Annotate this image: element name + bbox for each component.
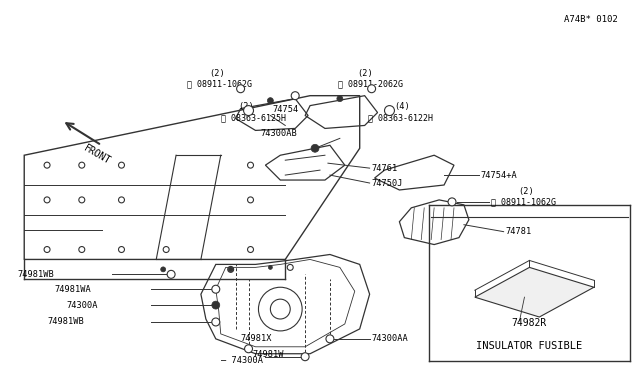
Text: 74750J: 74750J	[372, 179, 403, 187]
Circle shape	[118, 197, 124, 203]
Circle shape	[167, 270, 175, 278]
Circle shape	[79, 197, 84, 203]
Circle shape	[448, 198, 456, 206]
Circle shape	[248, 162, 253, 168]
Text: Ⓝ 08911-1062G: Ⓝ 08911-1062G	[187, 79, 252, 88]
Text: 74981WA: 74981WA	[54, 285, 91, 294]
Text: 74300A: 74300A	[67, 301, 99, 310]
Circle shape	[212, 318, 220, 326]
Circle shape	[311, 144, 319, 152]
Text: 74754+A: 74754+A	[481, 171, 518, 180]
Text: 74300AB: 74300AB	[260, 129, 297, 138]
Circle shape	[259, 287, 302, 331]
Circle shape	[301, 353, 309, 361]
Text: A74B* 0102: A74B* 0102	[564, 15, 618, 24]
Circle shape	[161, 267, 166, 272]
Circle shape	[326, 335, 334, 343]
Circle shape	[118, 247, 124, 253]
Circle shape	[337, 96, 343, 102]
Text: 74754: 74754	[273, 105, 299, 114]
Polygon shape	[475, 267, 594, 317]
Text: 74981X: 74981X	[241, 334, 272, 343]
Text: (2): (2)	[358, 69, 374, 78]
Text: Ⓝ 08911-2062G: Ⓝ 08911-2062G	[338, 79, 403, 88]
Circle shape	[212, 301, 220, 309]
Circle shape	[237, 85, 244, 93]
Circle shape	[367, 85, 376, 93]
Circle shape	[270, 299, 290, 319]
Circle shape	[118, 162, 124, 168]
Circle shape	[79, 247, 84, 253]
Text: 74981W: 74981W	[253, 350, 284, 359]
Text: Ⓢ 08363-6122H: Ⓢ 08363-6122H	[367, 113, 433, 122]
Text: — 74300A: — 74300A	[221, 356, 263, 365]
Circle shape	[385, 106, 394, 116]
Circle shape	[268, 265, 273, 269]
Circle shape	[268, 98, 273, 104]
Text: (4): (4)	[394, 102, 410, 111]
Text: 74982R: 74982R	[512, 318, 547, 328]
Circle shape	[248, 197, 253, 203]
Circle shape	[228, 266, 234, 272]
Text: INSULATOR FUSIBLE: INSULATOR FUSIBLE	[476, 341, 582, 351]
Circle shape	[244, 106, 253, 116]
Circle shape	[228, 267, 233, 272]
Circle shape	[79, 162, 84, 168]
Text: 74300AA: 74300AA	[372, 334, 408, 343]
Circle shape	[44, 247, 50, 253]
Text: 74781: 74781	[506, 227, 532, 236]
Text: Ⓝ 08911-1062G: Ⓝ 08911-1062G	[491, 198, 556, 206]
Text: 74981WB: 74981WB	[17, 270, 54, 279]
Circle shape	[212, 285, 220, 293]
Text: (2): (2)	[518, 187, 534, 196]
Text: FRONT: FRONT	[81, 144, 112, 167]
Circle shape	[291, 92, 299, 100]
Circle shape	[163, 247, 169, 253]
Text: (2): (2)	[209, 69, 225, 78]
Text: Ⓢ 08363-6125H: Ⓢ 08363-6125H	[221, 113, 285, 122]
Circle shape	[248, 247, 253, 253]
Circle shape	[44, 162, 50, 168]
Circle shape	[244, 345, 253, 353]
Text: 74981WB: 74981WB	[47, 317, 84, 327]
Text: (2): (2)	[239, 102, 254, 111]
Circle shape	[44, 197, 50, 203]
Circle shape	[287, 264, 293, 270]
Text: 74761: 74761	[372, 164, 398, 173]
